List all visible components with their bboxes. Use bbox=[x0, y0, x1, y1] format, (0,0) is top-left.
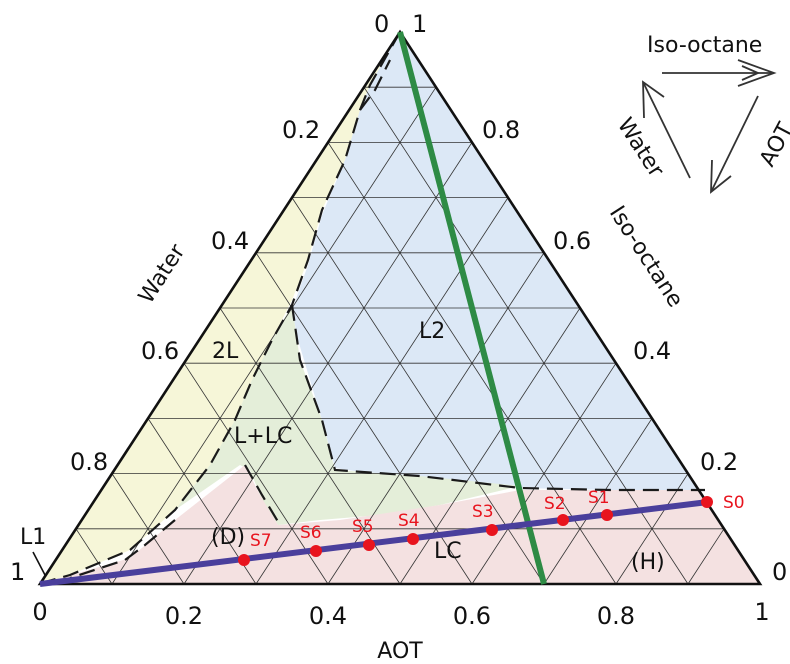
phase-boundaries bbox=[44, 31, 705, 584]
sample-label-s5: S5 bbox=[352, 517, 374, 537]
legend-iso-octane-label: Iso-octane bbox=[647, 33, 762, 58]
sample-point-s4 bbox=[407, 533, 419, 545]
corner-label-top-left: 0 bbox=[374, 10, 389, 38]
green-line bbox=[397, 31, 547, 585]
sample-point-s2 bbox=[557, 514, 569, 526]
sample-label-s4: S4 bbox=[398, 511, 420, 531]
region-label-l2: L2 bbox=[419, 319, 445, 344]
corner-label-left: 1 bbox=[10, 558, 25, 586]
legend-arrow-right bbox=[711, 95, 759, 191]
bottom-tick-1: 0.2 bbox=[165, 602, 203, 630]
region-label-d: (D) bbox=[211, 525, 245, 550]
sample-label-s0: S0 bbox=[723, 493, 745, 513]
right-tick-1: 0.6 bbox=[553, 227, 591, 255]
right-axis-name: Iso-octane bbox=[604, 202, 688, 312]
sample-point-s3 bbox=[486, 524, 498, 536]
sample-points bbox=[238, 496, 713, 566]
legend-water-label: Water bbox=[612, 114, 669, 183]
right-tick-2: 0.4 bbox=[633, 337, 671, 365]
region-label-l-lc: L+LC bbox=[234, 424, 292, 449]
bottom-tick-3: 0.6 bbox=[453, 602, 491, 630]
sample-point-s5 bbox=[363, 539, 375, 551]
right-tick-3: 0.2 bbox=[700, 448, 738, 476]
sample-label-s1: S1 bbox=[588, 488, 610, 508]
sample-point-s7 bbox=[238, 554, 250, 566]
l1-pointer bbox=[32, 551, 46, 576]
left-tick-3: 0.8 bbox=[70, 448, 108, 476]
region-label-h: (H) bbox=[631, 550, 665, 575]
bottom-tick-5: 1 bbox=[754, 598, 769, 626]
sample-label-s3: S3 bbox=[472, 502, 494, 522]
region-label-l1: L1 bbox=[20, 525, 46, 550]
triangle-outline bbox=[37, 29, 763, 586]
sample-label-s7: S7 bbox=[250, 531, 272, 551]
region-label-2l: 2L bbox=[212, 339, 239, 364]
sample-point-s1 bbox=[601, 509, 613, 521]
legend-arrow-left bbox=[643, 83, 691, 179]
left-tick-0: 0.2 bbox=[282, 116, 320, 144]
sample-label-s2: S2 bbox=[544, 494, 566, 514]
corner-label-top-right: 1 bbox=[412, 10, 427, 38]
bottom-tick-2: 0.4 bbox=[309, 602, 347, 630]
region-label-lc: LC bbox=[434, 539, 462, 564]
region-l-lc-fill bbox=[175, 305, 520, 525]
sample-label-s6: S6 bbox=[300, 523, 322, 543]
region-lc-fill bbox=[40, 465, 760, 584]
bottom-tick-0: 0 bbox=[32, 598, 47, 626]
left-tick-2: 0.6 bbox=[141, 337, 179, 365]
bottom-axis-name: AOT bbox=[377, 639, 423, 664]
sample-point-s0 bbox=[701, 496, 713, 508]
left-tick-1: 0.4 bbox=[211, 227, 249, 255]
orientation-legend: Iso-octane Water AOT bbox=[612, 33, 790, 194]
left-axis-name: Water bbox=[134, 239, 191, 308]
sample-point-s6 bbox=[310, 545, 322, 557]
right-tick-0: 0.8 bbox=[482, 116, 520, 144]
bottom-tick-4: 0.8 bbox=[597, 602, 635, 630]
legend-aot-label: AOT bbox=[755, 118, 790, 170]
corner-label-right: 0 bbox=[772, 558, 787, 586]
